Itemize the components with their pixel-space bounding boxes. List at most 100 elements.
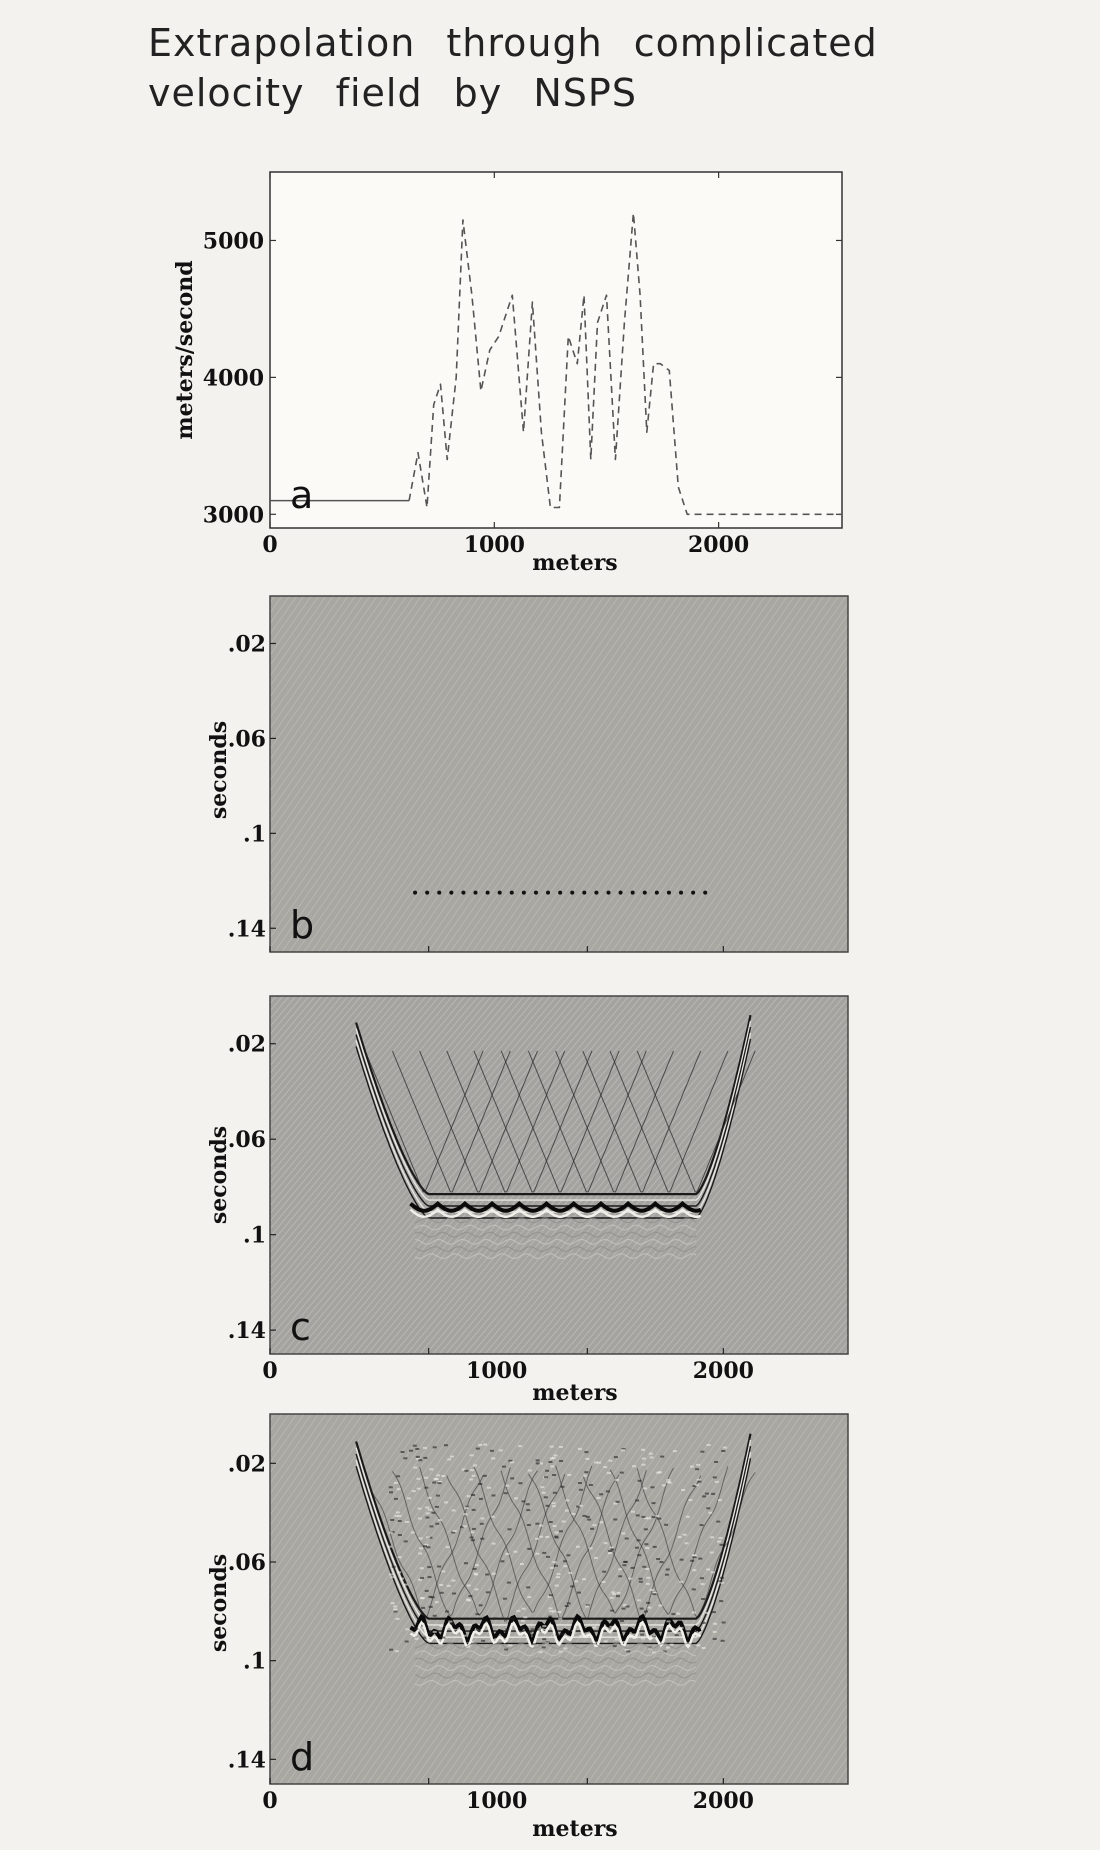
noise-speck <box>527 1631 532 1634</box>
noise-speck <box>612 1593 616 1596</box>
noise-speck <box>452 1592 457 1595</box>
noise-speck <box>475 1447 480 1450</box>
noise-speck <box>396 1475 401 1478</box>
noise-speck <box>717 1499 722 1502</box>
noise-speck <box>618 1575 623 1578</box>
noise-speck <box>658 1604 663 1607</box>
noise-speck <box>619 1620 624 1622</box>
noise-speck <box>437 1565 442 1568</box>
noise-speck <box>448 1620 453 1623</box>
noise-speck <box>613 1456 618 1459</box>
noise-speck <box>419 1567 424 1570</box>
source-point <box>425 890 430 895</box>
noise-speck <box>469 1536 474 1539</box>
noise-speck <box>507 1528 512 1531</box>
noise-speck <box>558 1530 563 1533</box>
noise-speck <box>510 1477 515 1480</box>
noise-speck <box>466 1495 471 1498</box>
noise-speck <box>558 1446 563 1448</box>
noise-speck <box>465 1505 470 1508</box>
ripple <box>414 1245 697 1253</box>
noise-speck <box>603 1640 608 1643</box>
noise-speck <box>548 1594 553 1597</box>
noise-speck <box>466 1584 471 1587</box>
noise-speck <box>608 1552 612 1555</box>
noise-speck <box>434 1601 439 1604</box>
noise-speck <box>585 1457 590 1460</box>
source-point <box>546 890 551 895</box>
noise-speck <box>394 1481 398 1484</box>
noise-speck <box>542 1551 547 1554</box>
noise-speck <box>608 1550 613 1552</box>
y-tick-label: .14 <box>228 1747 266 1773</box>
noise-speck <box>471 1474 476 1477</box>
noise-speck <box>582 1578 587 1581</box>
noise-speck <box>416 1477 421 1480</box>
noise-speck <box>439 1625 444 1628</box>
title-line-2: velocity field by NSPS <box>148 71 637 115</box>
noise-speck <box>548 1607 553 1610</box>
noise-speck <box>491 1494 496 1497</box>
noise-speck <box>645 1547 650 1549</box>
noise-speck <box>645 1568 650 1570</box>
noise-speck <box>623 1561 627 1563</box>
noise-speck <box>471 1494 476 1496</box>
noise-speck <box>658 1471 662 1474</box>
noise-speck <box>405 1521 410 1523</box>
noise-speck <box>471 1508 476 1511</box>
noise-speck <box>526 1524 531 1526</box>
noise-speck <box>393 1610 398 1613</box>
plot-frame <box>269 171 843 529</box>
noise-speck <box>652 1635 656 1638</box>
noise-speck <box>603 1466 608 1469</box>
source-point <box>485 890 490 895</box>
noise-speck <box>652 1592 657 1594</box>
noise-speck <box>656 1558 661 1560</box>
noise-speck <box>712 1476 717 1479</box>
noise-speck <box>684 1542 689 1545</box>
noise-speck <box>427 1576 432 1579</box>
noise-speck <box>692 1556 697 1559</box>
noise-speck <box>666 1646 670 1649</box>
noise-speck <box>718 1537 723 1539</box>
source-point <box>461 890 466 895</box>
noise-speck <box>510 1617 515 1620</box>
noise-speck <box>424 1543 429 1546</box>
noise-speck <box>708 1511 713 1514</box>
noise-speck <box>388 1531 393 1534</box>
noise-speck <box>485 1573 490 1576</box>
noise-speck <box>393 1605 398 1608</box>
noise-speck <box>518 1482 523 1485</box>
noise-speck <box>560 1633 565 1636</box>
noise-speck <box>437 1519 442 1522</box>
noise-speck <box>520 1619 525 1622</box>
noise-speck <box>649 1456 654 1459</box>
noise-speck <box>714 1461 719 1463</box>
noise-speck <box>479 1522 484 1525</box>
noise-speck <box>435 1494 440 1497</box>
noise-speck <box>641 1463 646 1466</box>
noise-speck <box>650 1486 655 1489</box>
source-point <box>606 890 611 895</box>
y-tick-label: .06 <box>228 1550 266 1576</box>
x-axis-title: meters <box>532 1380 617 1406</box>
x-tick-label: 1000 <box>464 532 525 558</box>
noise-speck <box>718 1580 723 1583</box>
noise-speck <box>418 1537 423 1540</box>
x-tick-label: 1000 <box>466 1788 527 1814</box>
noise-speck <box>584 1471 589 1474</box>
noise-speck <box>539 1535 544 1538</box>
noise-speck <box>610 1548 615 1551</box>
noise-speck <box>444 1501 448 1504</box>
noise-speck <box>625 1605 630 1608</box>
source-point <box>509 890 514 895</box>
noise-speck <box>655 1515 660 1518</box>
noise-speck <box>641 1448 645 1451</box>
noise-speck <box>552 1561 557 1564</box>
noise-speck <box>552 1525 557 1527</box>
noise-speck <box>418 1552 423 1555</box>
noise-speck <box>587 1518 592 1521</box>
noise-speck <box>624 1648 629 1651</box>
noise-speck <box>503 1492 508 1495</box>
noise-speck <box>621 1449 625 1452</box>
